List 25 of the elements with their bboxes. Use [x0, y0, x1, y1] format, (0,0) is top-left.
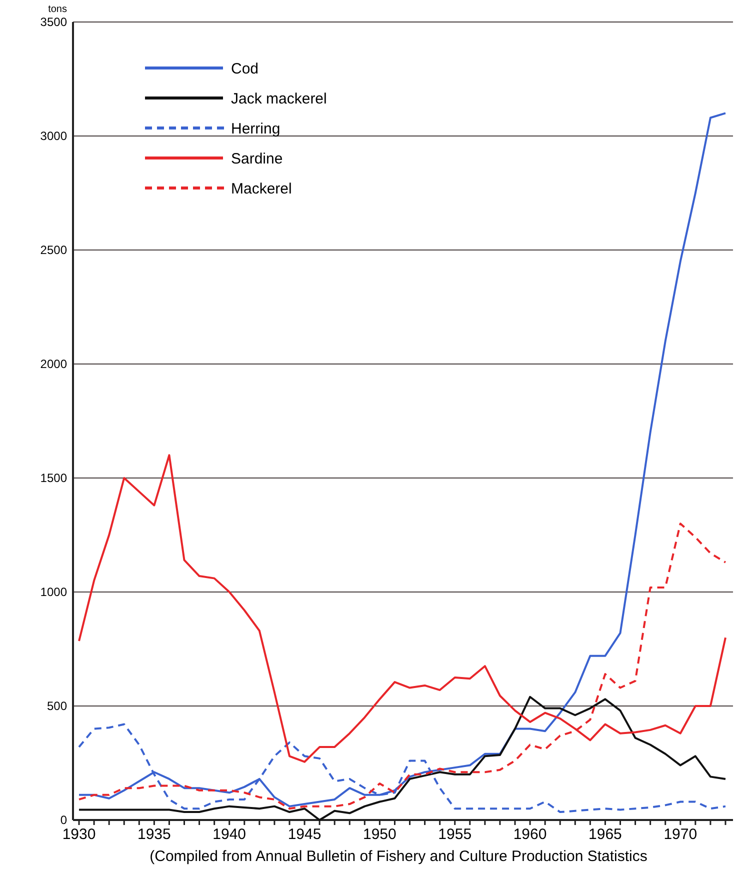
x-tick-label: 1965 — [588, 826, 622, 843]
x-tick-label: 1945 — [288, 826, 322, 843]
legend-label: Herring — [231, 120, 280, 138]
y-tick-label: 500 — [46, 699, 68, 714]
y-tick-label: 1000 — [40, 585, 68, 600]
y-tick-label: 2000 — [40, 357, 68, 372]
line-series — [78, 696, 726, 821]
legend-label: Mackerel — [231, 180, 292, 198]
y-tick-label: 1500 — [40, 471, 68, 486]
legend-label: Cod — [231, 60, 259, 78]
x-tick-label: 1930 — [62, 826, 96, 843]
x-tick-label: 1955 — [438, 826, 472, 843]
y-tick-label: 0 — [60, 813, 68, 828]
legend-label: Sardine — [231, 150, 283, 168]
x-tick-label: 1935 — [137, 826, 171, 843]
x-tick-label: 1960 — [513, 826, 547, 843]
x-tick-label: 1950 — [363, 826, 396, 843]
x-tick-label: 1940 — [212, 826, 246, 843]
x-tick-label: 1970 — [664, 826, 698, 843]
legend-label: Jack mackerel — [231, 90, 327, 108]
text: (Compiled from Annual Bulletin of Fishery and Culture Production Statistics — [150, 848, 648, 865]
y-tick-label: 3000 — [40, 129, 68, 144]
y-tick-label: 3500 — [40, 15, 68, 30]
y-axis-title: tons — [48, 4, 67, 15]
y-tick-label: 2500 — [40, 243, 68, 258]
